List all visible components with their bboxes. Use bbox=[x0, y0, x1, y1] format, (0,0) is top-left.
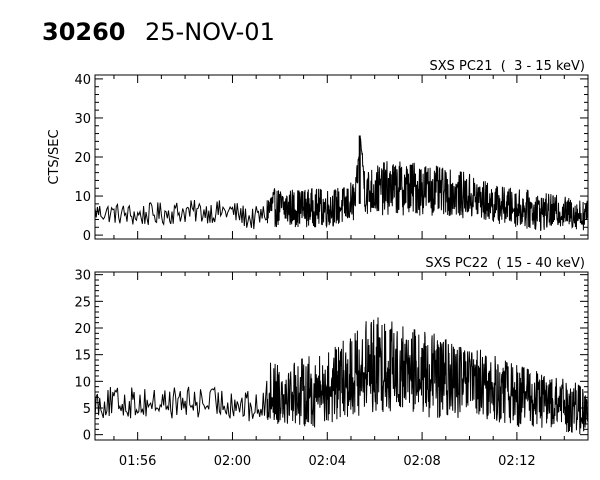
x-tick-label: 02:00 bbox=[214, 454, 251, 469]
observation-id: 30260 bbox=[42, 18, 126, 46]
x-tick-label: 02:12 bbox=[498, 454, 535, 469]
panel-title-1: SXS PC21 ( 3 - 15 keV) bbox=[429, 59, 585, 74]
y-tick-label: 30 bbox=[74, 112, 91, 127]
y-tick-label: 0 bbox=[83, 429, 91, 444]
y-tick-label: 20 bbox=[74, 322, 91, 337]
y-tick-label: 15 bbox=[74, 349, 91, 364]
y-tick-label: 0 bbox=[83, 229, 91, 244]
y-tick-label: 40 bbox=[74, 73, 91, 88]
observation-date: 25-NOV-01 bbox=[145, 18, 275, 46]
panels: 0 10 20 30 40 SXS PC21 ( 3 - 15 keV) CTS/SEC 0 5… bbox=[47, 59, 589, 469]
x-tick-label: 02:04 bbox=[309, 454, 346, 469]
y-tick-label: 30 bbox=[74, 269, 91, 284]
y-tick-label: 10 bbox=[74, 190, 91, 205]
chart-panel-2: 0 5 10 15 20 25 30 01:56 02:00 02:04 02:08 02:12 SXS… bbox=[74, 256, 589, 469]
y-tick-label: 20 bbox=[74, 151, 91, 166]
y-tick-label: 5 bbox=[83, 402, 91, 417]
chart-panel-1: 0 10 20 30 40 SXS PC21 ( 3 - 15 keV) CTS/SEC bbox=[47, 59, 589, 244]
series-line-1 bbox=[94, 138, 589, 231]
y-axis-label: CTS/SEC bbox=[47, 129, 62, 184]
x-tick-label: 01:56 bbox=[119, 454, 156, 469]
series-line-2 bbox=[94, 317, 589, 435]
plot-frame-2 bbox=[94, 271, 589, 441]
y-tick-label: 10 bbox=[74, 375, 91, 390]
panel-title-2: SXS PC22 ( 15 - 40 keV) bbox=[425, 256, 585, 271]
y-tick-label: 25 bbox=[74, 295, 91, 310]
x-tick-label: 02:08 bbox=[403, 454, 440, 469]
